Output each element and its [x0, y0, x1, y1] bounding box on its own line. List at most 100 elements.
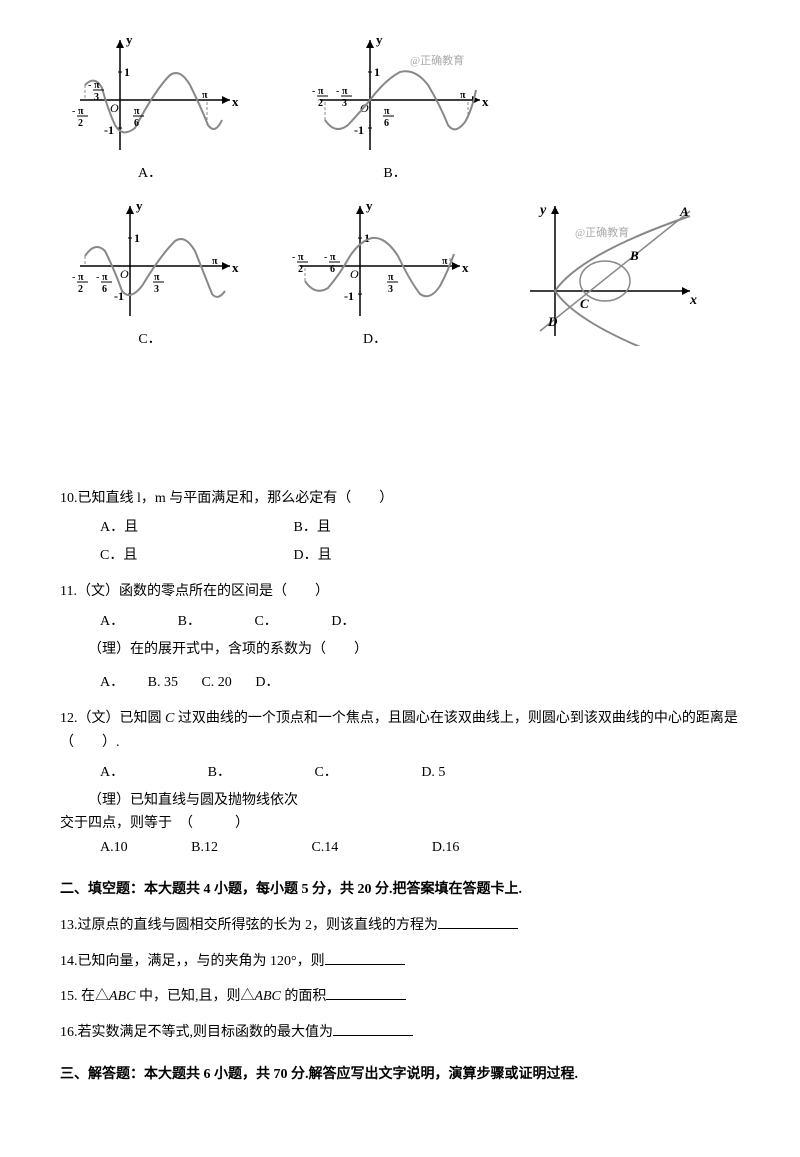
svg-text:-1: -1: [104, 123, 114, 137]
svg-text:π: π: [330, 252, 336, 263]
q16-text: 16.若实数满足不等式,则目标函数的最大值为: [60, 1021, 740, 1045]
q10-options-2: C．且 D．且: [60, 544, 740, 568]
svg-text:x: x: [689, 293, 697, 308]
svg-text:-: -: [88, 80, 91, 91]
q12-wen-text: 12.（文）已知圆 C 过双曲线的一个顶点和一个焦点，且圆心在该双曲线上，则圆心…: [60, 707, 740, 755]
svg-text:-1: -1: [354, 123, 364, 137]
q15-text: 15. 在△ABC 中，已知,且，则△ABC 的面积: [60, 985, 740, 1009]
svg-text:π: π: [202, 90, 208, 101]
graph-option-a: x y O 1 -1 π 2 - π 3: [60, 30, 240, 186]
svg-text:π: π: [460, 90, 466, 101]
svg-text:-: -: [336, 86, 339, 97]
q11l-opt-c: C. 20: [201, 671, 231, 695]
q10-opt-a: A．且: [100, 516, 240, 540]
svg-text:2: 2: [298, 264, 303, 275]
svg-text:x: x: [482, 94, 489, 109]
q16-blank: [333, 1021, 413, 1036]
q14-text: 14.已知向量，满足，，与的夹角为 120°，则: [60, 950, 740, 974]
svg-text:B: B: [629, 248, 639, 263]
svg-text:π: π: [342, 86, 348, 97]
q11w-opt-c: C．: [254, 610, 277, 634]
q11l-opt-d: D．: [255, 671, 279, 695]
q11-li-text: （理）在的展开式中，含项的系数为（ ）: [60, 638, 740, 662]
graph-b-label: B．: [383, 162, 406, 186]
section3-header: 三、解答题：本大题共 6 小题，共 70 分.解答应写出文字说明，演算步骤或证明…: [60, 1063, 740, 1087]
graph-a-label: A．: [138, 162, 162, 186]
svg-text:x: x: [232, 94, 239, 109]
svg-text:y: y: [376, 32, 383, 47]
q11l-opt-a: A．: [100, 671, 124, 695]
graph-option-c: x y O 1 -1 π 2 - π 6 - π 3 π: [60, 196, 240, 352]
graph-a-svg: x y O 1 -1 π 2 - π 3: [60, 30, 240, 160]
graph-option-b: @正确教育 x y O 1 -1 π 2 - π: [300, 30, 490, 186]
q10-opt-d: D．且: [294, 544, 332, 568]
graph-c-label: C．: [138, 328, 161, 352]
q12-wen-options: A． B． C． D. 5: [60, 761, 740, 785]
parabola-svg: x y A B C D: [520, 196, 700, 346]
graph-row-2: x y O 1 -1 π 2 - π 6 - π 3 π: [60, 196, 740, 355]
svg-text:2: 2: [318, 98, 323, 109]
svg-text:2: 2: [78, 284, 83, 295]
graph-option-d: x y O 1 -1 π 2 - π 6 - π 3: [280, 196, 470, 352]
svg-text:O: O: [350, 267, 359, 281]
svg-text:3: 3: [94, 92, 99, 103]
svg-text:-: -: [312, 86, 315, 97]
svg-text:π: π: [134, 106, 140, 117]
q14-blank: [325, 950, 405, 965]
svg-text:π: π: [388, 272, 394, 283]
q12-li-options: A.10 B.12 C.14 D.16: [60, 836, 740, 860]
svg-text:A: A: [679, 204, 689, 219]
svg-text:x: x: [232, 260, 239, 275]
svg-text:-: -: [292, 252, 295, 263]
svg-text:y: y: [538, 203, 547, 218]
graph-c-svg: x y O 1 -1 π 2 - π 6 - π 3 π: [60, 196, 240, 326]
svg-text:1: 1: [124, 65, 130, 79]
svg-text:π: π: [442, 256, 448, 267]
q10-opt-b: B．且: [294, 516, 331, 540]
parabola-diagram: @正确教育 x y A B C D: [520, 196, 700, 355]
graph-d-label: D．: [363, 328, 387, 352]
svg-text:y: y: [366, 198, 373, 213]
svg-text:π: π: [384, 106, 390, 117]
svg-text:1: 1: [374, 65, 380, 79]
svg-text:3: 3: [154, 284, 159, 295]
svg-text:3: 3: [388, 284, 393, 295]
q12w-opt-d: D. 5: [421, 761, 445, 785]
svg-text:-: -: [72, 106, 75, 117]
graph-b-svg: x y O 1 -1 π 2 - π 3 - π 6: [300, 30, 490, 160]
svg-text:C: C: [580, 296, 589, 311]
svg-text:π: π: [154, 272, 160, 283]
q11w-opt-a: A．: [100, 610, 124, 634]
svg-text:3: 3: [342, 98, 347, 109]
svg-text:O: O: [110, 101, 119, 115]
graph-row-1: x y O 1 -1 π 2 - π 3: [60, 30, 740, 186]
svg-text:1: 1: [134, 231, 140, 245]
q12w-opt-b: B．: [208, 761, 231, 785]
q12w-opt-c: C．: [314, 761, 337, 785]
svg-text:6: 6: [102, 284, 107, 295]
q12-li-text1: （理）已知直线与圆及抛物线依次: [60, 789, 740, 813]
graph-d-svg: x y O 1 -1 π 2 - π 6 - π 3: [280, 196, 470, 326]
svg-text:-: -: [96, 272, 99, 283]
svg-text:y: y: [136, 198, 143, 213]
q11-wen-options: A． B． C． D．: [60, 610, 740, 634]
svg-text:-: -: [72, 272, 75, 283]
q15-blank: [326, 985, 406, 1000]
svg-text:6: 6: [384, 118, 389, 129]
svg-text:6: 6: [330, 264, 335, 275]
q10-opt-c: C．且: [100, 544, 240, 568]
q12l-opt-d: D.16: [432, 836, 460, 860]
svg-text:-1: -1: [344, 289, 354, 303]
q13-blank: [438, 914, 518, 929]
q10-text: 10.已知直线 l，m 与平面满足和，那么必定有（ ）: [60, 487, 740, 511]
svg-text:π: π: [78, 106, 84, 117]
q11w-opt-b: B．: [178, 610, 201, 634]
q10-options: A．且 B．且: [60, 516, 740, 540]
section2-header: 二、填空题：本大题共 4 小题，每小题 5 分，共 20 分.把答案填在答题卡上…: [60, 878, 740, 902]
q11-li-options: A． B. 35 C. 20 D．: [60, 671, 740, 695]
q11w-opt-d: D．: [331, 610, 355, 634]
q12l-opt-b: B.12: [191, 836, 218, 860]
svg-text:π: π: [78, 272, 84, 283]
svg-text:6: 6: [134, 118, 139, 129]
q12w-opt-a: A．: [100, 761, 124, 785]
